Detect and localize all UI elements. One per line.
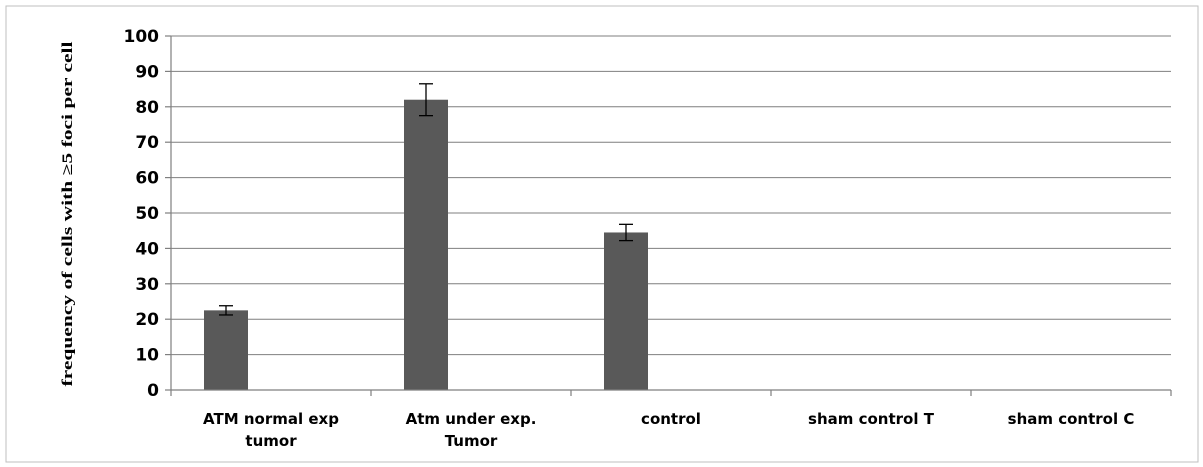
y-tick-label: 90 xyxy=(135,62,159,82)
x-tick-label: control xyxy=(641,410,701,428)
x-tick-label: tumor xyxy=(245,432,297,450)
y-tick-labels: 0 10 20 30 40 50 60 70 80 90 100 xyxy=(124,27,160,401)
chart-border xyxy=(5,5,1199,463)
x-tick-label: ATM normal exp xyxy=(203,410,339,428)
bar xyxy=(404,99,448,390)
y-tick-label: 0 xyxy=(147,381,159,401)
y-tick-label: 30 xyxy=(135,275,159,295)
x-tick-label: sham control T xyxy=(808,410,935,428)
y-tick-label: 100 xyxy=(124,27,160,47)
y-tick-label: 20 xyxy=(135,310,159,330)
y-tick-label: 70 xyxy=(135,133,159,153)
y-tick-label: 10 xyxy=(135,346,159,366)
x-tick-labels: ATM normal exp tumor Atm under exp. Tumor co… xyxy=(203,410,1134,450)
gridlines xyxy=(171,35,1171,356)
axes xyxy=(165,35,1172,396)
error-bars xyxy=(219,83,633,316)
x-tick-label: sham control C xyxy=(1008,410,1135,428)
bars xyxy=(204,99,648,390)
bar xyxy=(604,232,648,390)
x-tick-label: Atm under exp. xyxy=(406,410,537,428)
y-tick-label: 80 xyxy=(135,98,159,118)
y-tick-label: 60 xyxy=(135,169,159,189)
y-tick-label: 50 xyxy=(135,204,159,224)
y-tick-label: 40 xyxy=(135,239,159,259)
y-axis-label: frequency of cells with ≥5 foci per cell xyxy=(60,42,76,387)
x-tick-label: Tumor xyxy=(445,432,498,450)
bar xyxy=(204,310,248,390)
